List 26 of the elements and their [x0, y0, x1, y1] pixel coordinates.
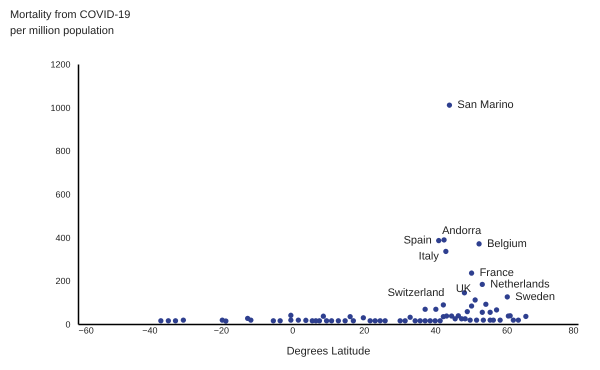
y-tick-label: 400 — [55, 232, 70, 243]
annotation: UK — [456, 282, 472, 295]
x-tick-label: 80 — [568, 326, 578, 336]
x-tick-label: 40 — [430, 326, 441, 336]
annotation: Belgium — [487, 238, 527, 250]
annotation: Spain — [404, 234, 432, 247]
annotation: Andorra — [442, 224, 482, 237]
y-tick-label: 1000 — [50, 102, 70, 113]
y-axis-title: Mortality from COVID-19 per million population — [10, 9, 130, 37]
x-tick-label: −40 — [142, 326, 158, 336]
x-tick-label: 0 — [290, 326, 296, 336]
x-axis-title: Degrees Latitude — [286, 346, 370, 358]
annotation: Italy — [418, 250, 440, 262]
x-tick-label: 20 — [359, 326, 370, 336]
annotation: France — [480, 267, 514, 280]
y-tick-label: 800 — [55, 146, 70, 156]
annotation: San Marino — [457, 99, 514, 112]
y-tick-label: 600 — [55, 190, 70, 200]
annotation: Switzerland — [388, 286, 444, 299]
x-tick-label: 60 — [502, 326, 512, 336]
y-tick-label: 200 — [55, 276, 70, 286]
x-tick-label: −60 — [78, 326, 94, 336]
annotation: Netherlands — [490, 278, 550, 290]
y-tick-label: 1200 — [50, 60, 70, 70]
annotation: Sweden — [515, 290, 556, 303]
x-tick-label: −20 — [214, 326, 229, 336]
